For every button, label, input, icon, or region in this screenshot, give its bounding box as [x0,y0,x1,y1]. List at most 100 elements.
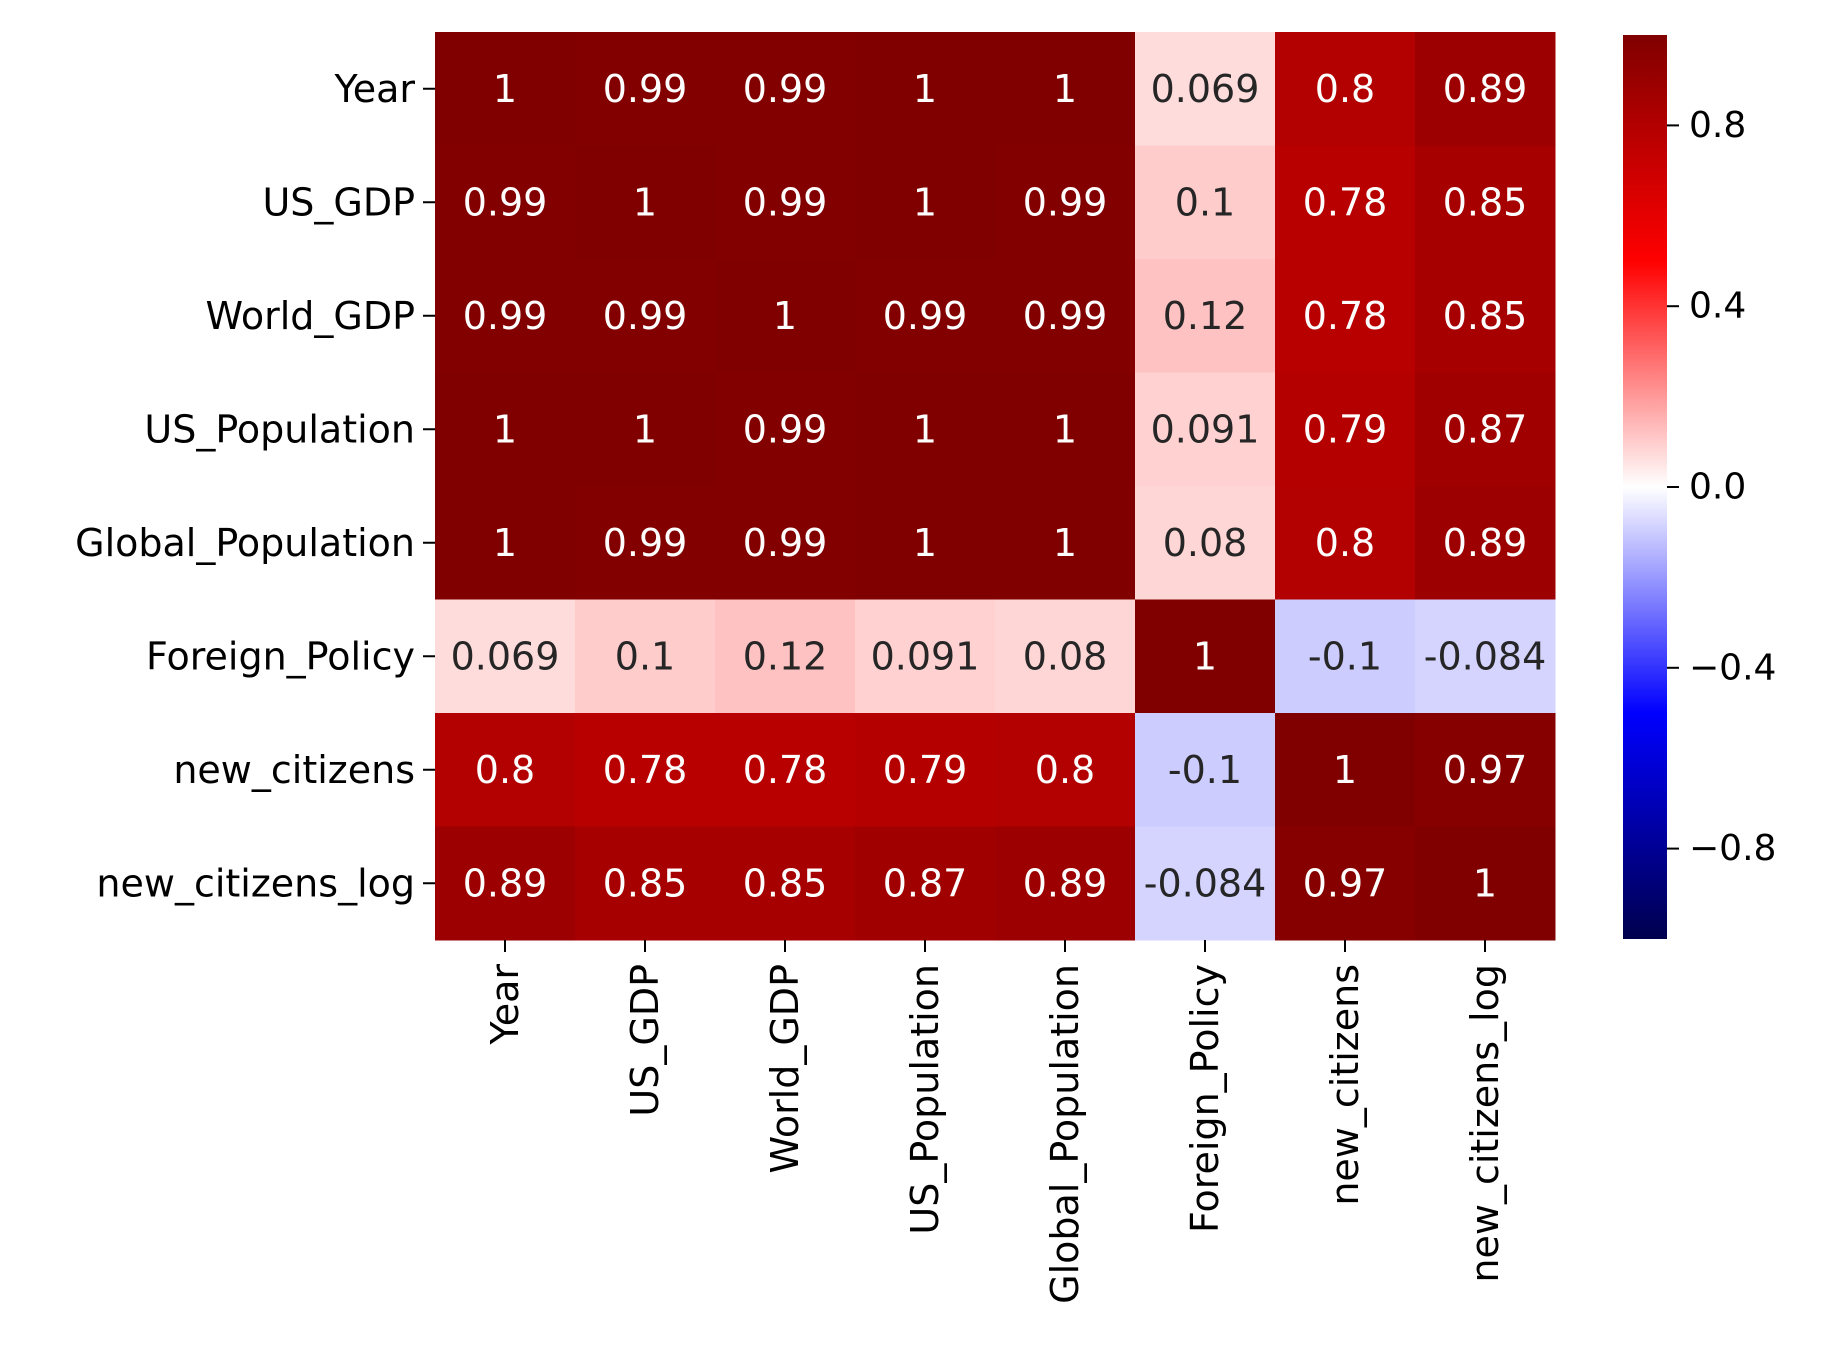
y-tick-label-new-citizens: new_citizens [173,748,415,792]
heatmap-cell [1135,826,1276,941]
cell-value-label: 0.85 [603,861,688,905]
cell-value-label: 0.1 [1175,180,1235,224]
heatmap-cell [575,599,716,714]
heatmap-cell [435,826,576,941]
x-tick-label-us-population: US_Population [903,964,947,1235]
heatmap-cell [575,259,716,373]
heatmap-cell [1135,486,1276,600]
cell-value-label: 0.12 [1163,294,1248,338]
heatmap-cell [1415,32,1556,146]
cell-value-label: 0.8 [1315,521,1375,565]
cell-value-label: 0.89 [1443,521,1528,565]
cell-value-label: 0.99 [883,294,968,338]
colorbar-gradient [1623,35,1667,939]
heatmap-cell [855,713,996,827]
cell-value-label: 1 [1193,634,1217,678]
heatmap-cell [995,713,1136,827]
y-tick-label-global-population: Global_Population [75,521,415,565]
colorbar-tick-label: 0.0 [1689,467,1746,508]
cell-value-label: 1 [913,521,937,565]
heatmap-cell [575,713,716,827]
heatmap-cell [575,826,716,941]
x-tick-label-global-population: Global_Population [1043,964,1087,1304]
heatmap-cell [855,145,996,260]
heatmap-cell [1275,259,1416,373]
cell-value-label: 0.85 [743,861,828,905]
heatmap-cell [995,599,1136,714]
cell-value-label: 0.99 [603,521,688,565]
cell-value-label: 0.89 [463,861,548,905]
cell-value-label: 0.8 [1315,67,1375,111]
heatmap-cell [995,32,1136,146]
cell-value-label: 1 [1333,748,1357,792]
heatmap-cell [435,259,576,373]
heatmap-cell [575,32,716,146]
cell-value-label: 0.091 [1151,407,1260,451]
heatmap-cell [1415,372,1556,487]
colorbar-tick-label: 0.4 [1689,286,1746,327]
heatmap-cell [435,599,576,714]
cell-value-label: 0.87 [1443,407,1528,451]
cell-value-label: 0.99 [603,67,688,111]
heatmap-cell [1275,145,1416,260]
heatmap-cell [1135,372,1276,487]
cell-value-label: 1 [913,407,937,451]
cell-value-label: 0.78 [1303,180,1388,224]
cell-value-label: -0.1 [1308,634,1382,678]
cell-value-label: 0.97 [1443,748,1528,792]
heatmap-cell [715,486,856,600]
heatmap-cell [1275,599,1416,714]
heatmap-cell [1275,713,1416,827]
cell-value-label: 1 [1053,521,1077,565]
y-axis: Year US_GDP World_GDP US_Population Global_P… [75,67,435,905]
cell-value-label: 0.069 [1151,67,1260,111]
y-tick-label-world-gdp: World_GDP [205,294,415,338]
y-tick-label-us-gdp: US_GDP [262,180,415,224]
cell-value-label: 1 [1053,67,1077,111]
heatmap-cell [995,372,1136,487]
x-tick-label-new-citizens: new_citizens [1323,964,1367,1206]
heatmap-cell [1415,826,1556,941]
cell-value-label: 0.99 [463,294,548,338]
cell-value-label: -0.084 [1144,861,1267,905]
heatmap-cell [715,713,856,827]
cell-value-label: 0.08 [1023,634,1108,678]
heatmap-cell [1415,486,1556,600]
heatmap-cell [855,32,996,146]
heatmap-cell [435,145,576,260]
cell-value-label: 0.99 [1023,294,1108,338]
heatmap-cell [715,599,856,714]
cell-value-label: 0.99 [1023,180,1108,224]
heatmap-cell [715,145,856,260]
cell-value-label: 0.1 [615,634,675,678]
cell-value-label: 1 [633,407,657,451]
cell-value-label: 0.97 [1303,861,1388,905]
heatmap-cell [435,372,576,487]
cell-value-label: -0.1 [1168,748,1242,792]
cell-value-label: 0.79 [1303,407,1388,451]
x-tick-label-foreign-policy: Foreign_Policy [1183,964,1227,1233]
cell-value-label: 1 [913,180,937,224]
heatmap-cell [1135,145,1276,260]
x-tick-label-us-gdp: US_GDP [623,964,667,1117]
cell-value-label: 0.12 [743,634,828,678]
cell-value-label: 0.08 [1163,521,1248,565]
cell-value-label: 0.8 [1035,748,1095,792]
cell-value-label: 0.85 [1443,180,1528,224]
heatmap-cell [1415,145,1556,260]
x-tick-label-year: Year [483,964,527,1046]
colorbar-tick-label: −0.4 [1689,647,1776,688]
heatmap-cell [855,599,996,714]
heatmap-cell [995,145,1136,260]
cell-value-label: 0.79 [883,748,968,792]
heatmap-cell [855,372,996,487]
cell-value-label: 0.99 [743,521,828,565]
heatmap-cell [995,486,1136,600]
heatmap-cell [1135,599,1276,714]
cell-value-label: 1 [493,407,517,451]
colorbar-tick-label: 0.8 [1689,105,1746,146]
colorbar-tick-label: −0.8 [1689,828,1776,869]
heatmap-cell [435,486,576,600]
heatmap-cell [1135,713,1276,827]
